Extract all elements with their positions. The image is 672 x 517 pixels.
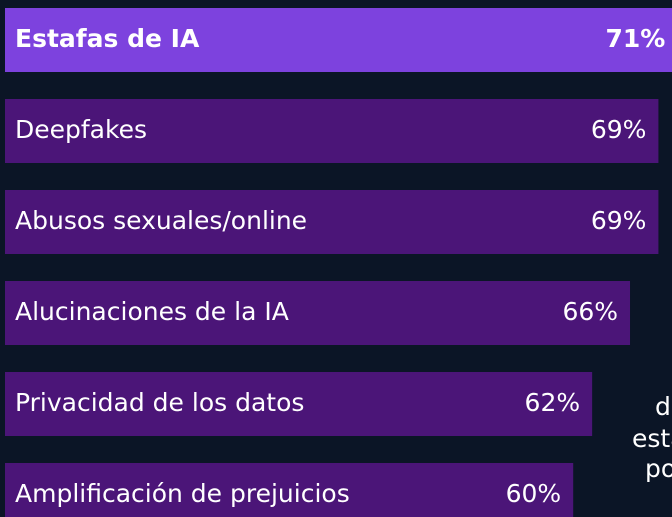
value-label: 62% xyxy=(525,388,581,417)
bar xyxy=(5,372,593,436)
bar xyxy=(5,281,631,345)
bar xyxy=(5,190,659,254)
category-label: Amplificación de prejuicios xyxy=(15,479,350,508)
annotation-text: esta xyxy=(632,424,672,453)
category-label: Privacidad de los datos xyxy=(15,388,304,417)
category-label: Estafas de IA xyxy=(15,24,200,53)
value-label: 66% xyxy=(562,297,618,326)
value-label: 71% xyxy=(606,24,666,53)
value-label: 69% xyxy=(591,115,647,144)
bar xyxy=(5,463,574,517)
category-label: Deepfakes xyxy=(15,115,147,144)
category-label: Abusos sexuales/online xyxy=(15,206,307,235)
bar xyxy=(5,8,672,72)
category-label: Alucinaciones de la IA xyxy=(15,297,289,326)
value-label: 69% xyxy=(591,206,647,235)
annotation-text: de xyxy=(655,392,672,421)
value-label: 60% xyxy=(506,479,562,508)
annotation-text: po xyxy=(645,454,672,483)
bar xyxy=(5,99,659,163)
